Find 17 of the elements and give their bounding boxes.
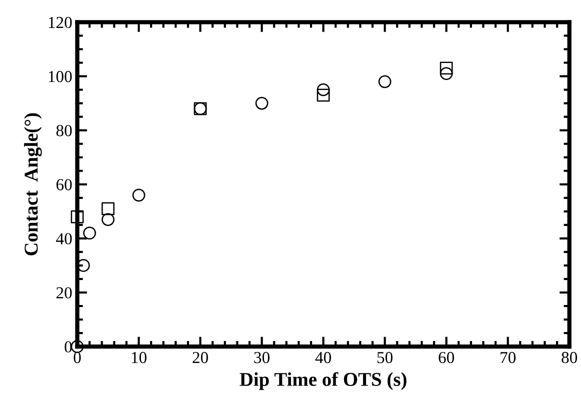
x-tick-label: 80 xyxy=(562,352,578,364)
y-tick-label: 40 xyxy=(56,233,72,244)
y-tick-label: 20 xyxy=(56,287,72,298)
x-tick-label: 40 xyxy=(315,352,332,364)
x-tick-label: 10 xyxy=(132,352,146,364)
x-tick-label: 30 xyxy=(254,352,270,364)
y-tick-label: 120 xyxy=(48,16,72,28)
x-tick-label: 50 xyxy=(377,352,393,364)
x-tick-label: 20 xyxy=(192,352,208,364)
x-tick-label: 0 xyxy=(74,352,81,364)
y-axis-title: Contact Angle(°) xyxy=(24,113,42,256)
x-tick-label: 60 xyxy=(438,352,454,364)
y-tick-label: 80 xyxy=(56,125,72,136)
y-tick-label: 100 xyxy=(48,70,72,82)
x-axis-title: Dip Time of OTS (s) xyxy=(240,372,406,390)
x-tick-label: 70 xyxy=(500,352,516,364)
y-tick-label: 60 xyxy=(56,179,72,190)
